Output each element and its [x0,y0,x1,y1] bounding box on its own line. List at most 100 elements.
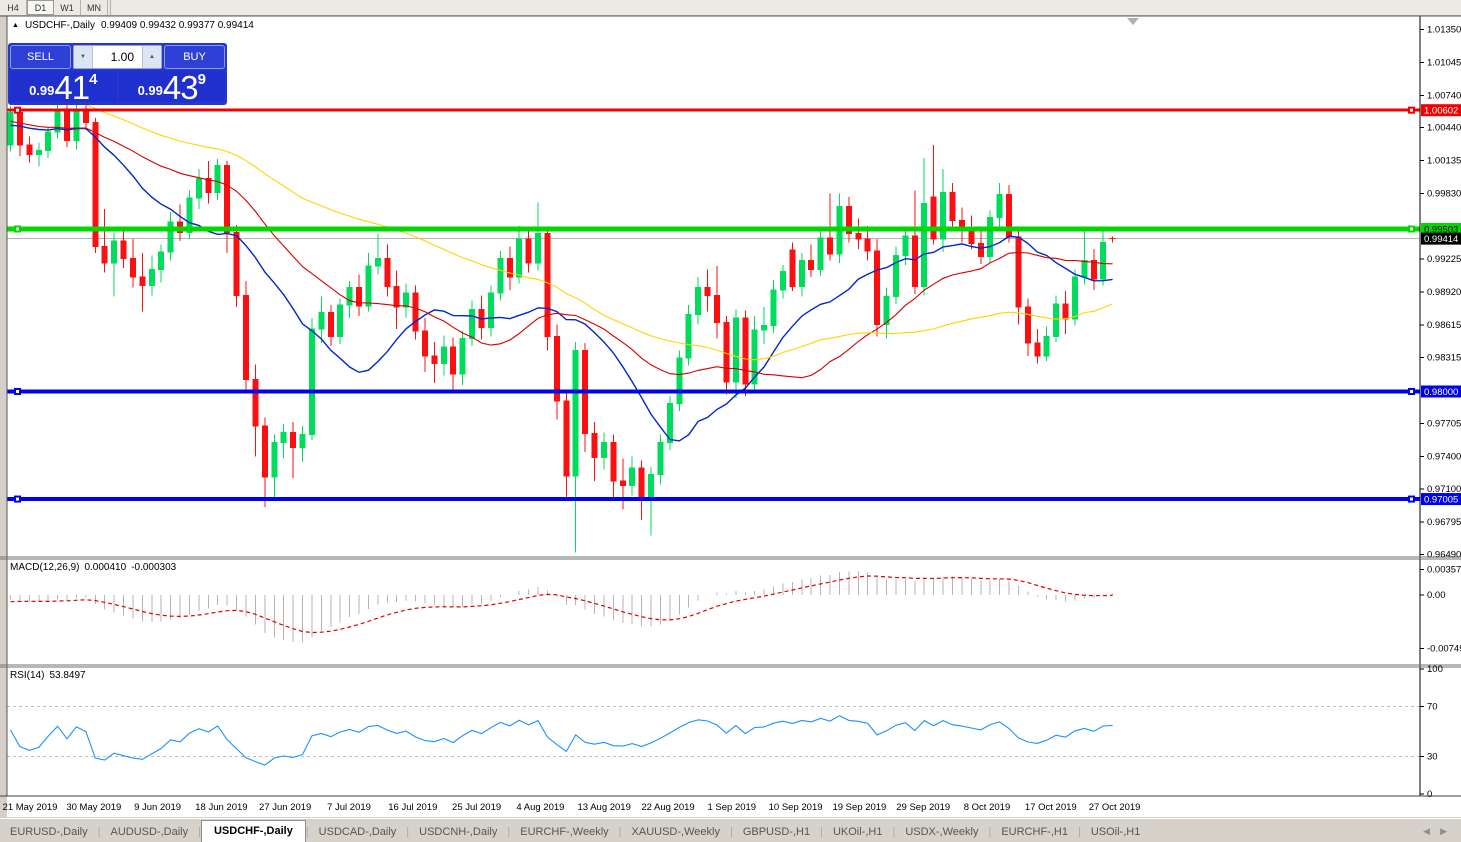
tab-scroll-right-icon[interactable]: ▶ [1440,826,1447,836]
candle-body [563,400,570,477]
macd-axis-tick-label: 0.00 [1427,590,1446,601]
date-tick-label: 10 Sep 2019 [769,802,823,813]
candle-body [892,254,899,297]
sell-price-display[interactable]: 0.99 41 4 [10,71,117,104]
hline-handle-dot [16,227,19,231]
rsi-panel[interactable] [7,706,1420,766]
chart-shift-marker-icon[interactable] [1127,18,1139,25]
candle-body [111,240,118,264]
candle-body [129,258,136,278]
candle-body [167,221,174,253]
price-tag [1421,493,1461,506]
candle-body [26,144,33,156]
ma-line-28[interactable] [10,120,1113,379]
chart-tab-usdcnh[interactable]: USDCNH-,Daily [419,826,498,838]
chart-tab-audusd[interactable]: AUDUSD-,Daily [110,826,189,838]
candle-body [469,308,476,340]
chart-window[interactable] [7,16,1461,817]
volume-up-button[interactable]: ▲ [142,46,161,68]
price-tag-label: 1.00602 [1424,106,1458,117]
volume-value[interactable]: 1.00 [110,50,134,64]
rsi-name: RSI(14) [10,670,45,681]
candle-body [337,304,344,337]
candle-body [1090,260,1097,280]
macd-axis-tick-label: 0.003574 [1427,564,1461,575]
chart-tab-gbpusd[interactable]: GBPUSD-,H1 [742,826,811,838]
candle-body [676,357,683,404]
buy-price-big: 43 [162,68,199,106]
tab-separator: | [305,826,309,838]
trade-panel: SELL ▼ 1.00 ▲ BUY 0.99 41 4 0.99 43 9 [8,43,227,105]
price-tick-label: 0.99225 [1427,254,1461,265]
macd-name: MACD(12,26,9) [10,562,80,573]
candle-body [600,441,607,458]
price-tick-label: 0.97705 [1427,418,1461,429]
candle-body [214,165,221,194]
chart-tab-usoil[interactable]: USOil-,H1 [1090,826,1141,838]
macd-panel[interactable] [10,571,1114,643]
tab-scroll-left-icon[interactable]: ◀ [1423,826,1431,836]
hline-handle-dot [16,389,19,393]
price-axis[interactable]: 1.01350 1.01045 1.00740 1.00440 1.00135 0.998… [1420,24,1461,800]
candle-body [73,108,80,142]
candle-body [186,197,193,234]
timeframe-button-d1[interactable]: D1 [27,0,54,15]
price-tag-label: 0.99414 [1424,234,1458,245]
timeframe-button-w1[interactable]: W1 [54,0,81,15]
main-chart-area[interactable] [7,88,1420,553]
candle-body [798,260,805,288]
candle-body [7,112,14,146]
candle-body [685,314,692,359]
ma-line-55[interactable] [10,88,1113,361]
chart-tab-usdchf[interactable]: USDCHF-,Daily [200,820,306,842]
macd-main-value: 0.000410 [84,562,127,573]
chart-tab-eurchf[interactable]: EURCHF-,Weekly [520,826,609,838]
buy-price-prefix: 0.99 [137,83,163,98]
chart-tab-eurusd[interactable]: EURUSD-,Daily [10,826,88,838]
sell-button[interactable]: SELL [10,45,71,69]
candle-body [393,286,400,308]
tab-separator: | [729,826,733,838]
hline-handle-dot [16,497,19,501]
price-tick-label: 0.96795 [1427,517,1461,528]
candle-body [732,317,739,383]
candle-body [233,232,240,296]
price-tick-label: 0.96490 [1427,550,1461,561]
price-tag [1421,385,1461,398]
candle-body [742,317,749,385]
candle-body [384,258,391,288]
candle-body [459,338,466,375]
chart-tab-ukoil[interactable]: UKOil-,H1 [832,826,883,838]
buy-price-sup: 9 [197,71,206,88]
macd-signal-line [10,575,1113,634]
chart-tab-eurchf[interactable]: EURCHF-,H1 [1001,826,1068,838]
candle-body [987,216,994,257]
candle-body [139,276,146,287]
chevron-down-icon: ▼ [80,54,86,60]
chart-tab-bar: EURUSD-,Daily | AUDUSD-,Daily | USDCHF-,Dail… [0,818,1461,842]
date-tick-label: 21 May 2019 [3,802,58,813]
symbol-flag-icon: ▲ [12,21,19,29]
candle-body [35,149,42,156]
volume-down-button[interactable]: ▼ [74,46,93,68]
timeframe-button-h4[interactable]: H4 [0,0,27,15]
hline-handle-dot [16,108,19,112]
chart-tab-usdcad[interactable]: USDCAD-,Daily [318,826,397,838]
buy-button[interactable]: BUY [164,45,225,69]
date-tick-label: 1 Sep 2019 [707,802,756,813]
date-axis[interactable]: 21 May 2019 30 May 2019 9 Jun 2019 18 Jun 2… [3,802,1141,813]
ma-line-14[interactable] [10,124,1113,442]
chart-tab-usdx[interactable]: USDX-,Weekly [905,826,979,838]
candle-body [431,355,438,364]
buy-price-display[interactable]: 0.99 43 9 [118,68,225,106]
rsi-axis-tick-label: 0 [1427,789,1432,800]
timeframe-button-mn[interactable]: MN [81,0,108,15]
candle-body [911,235,918,288]
candle-body [949,192,956,222]
date-tick-label: 27 Oct 2019 [1089,802,1141,813]
candle-body [808,260,815,270]
chart-tab-xauusd[interactable]: XAUUSD-,Weekly [631,826,720,838]
candle-body [148,268,155,287]
tab-separator: | [97,826,101,838]
